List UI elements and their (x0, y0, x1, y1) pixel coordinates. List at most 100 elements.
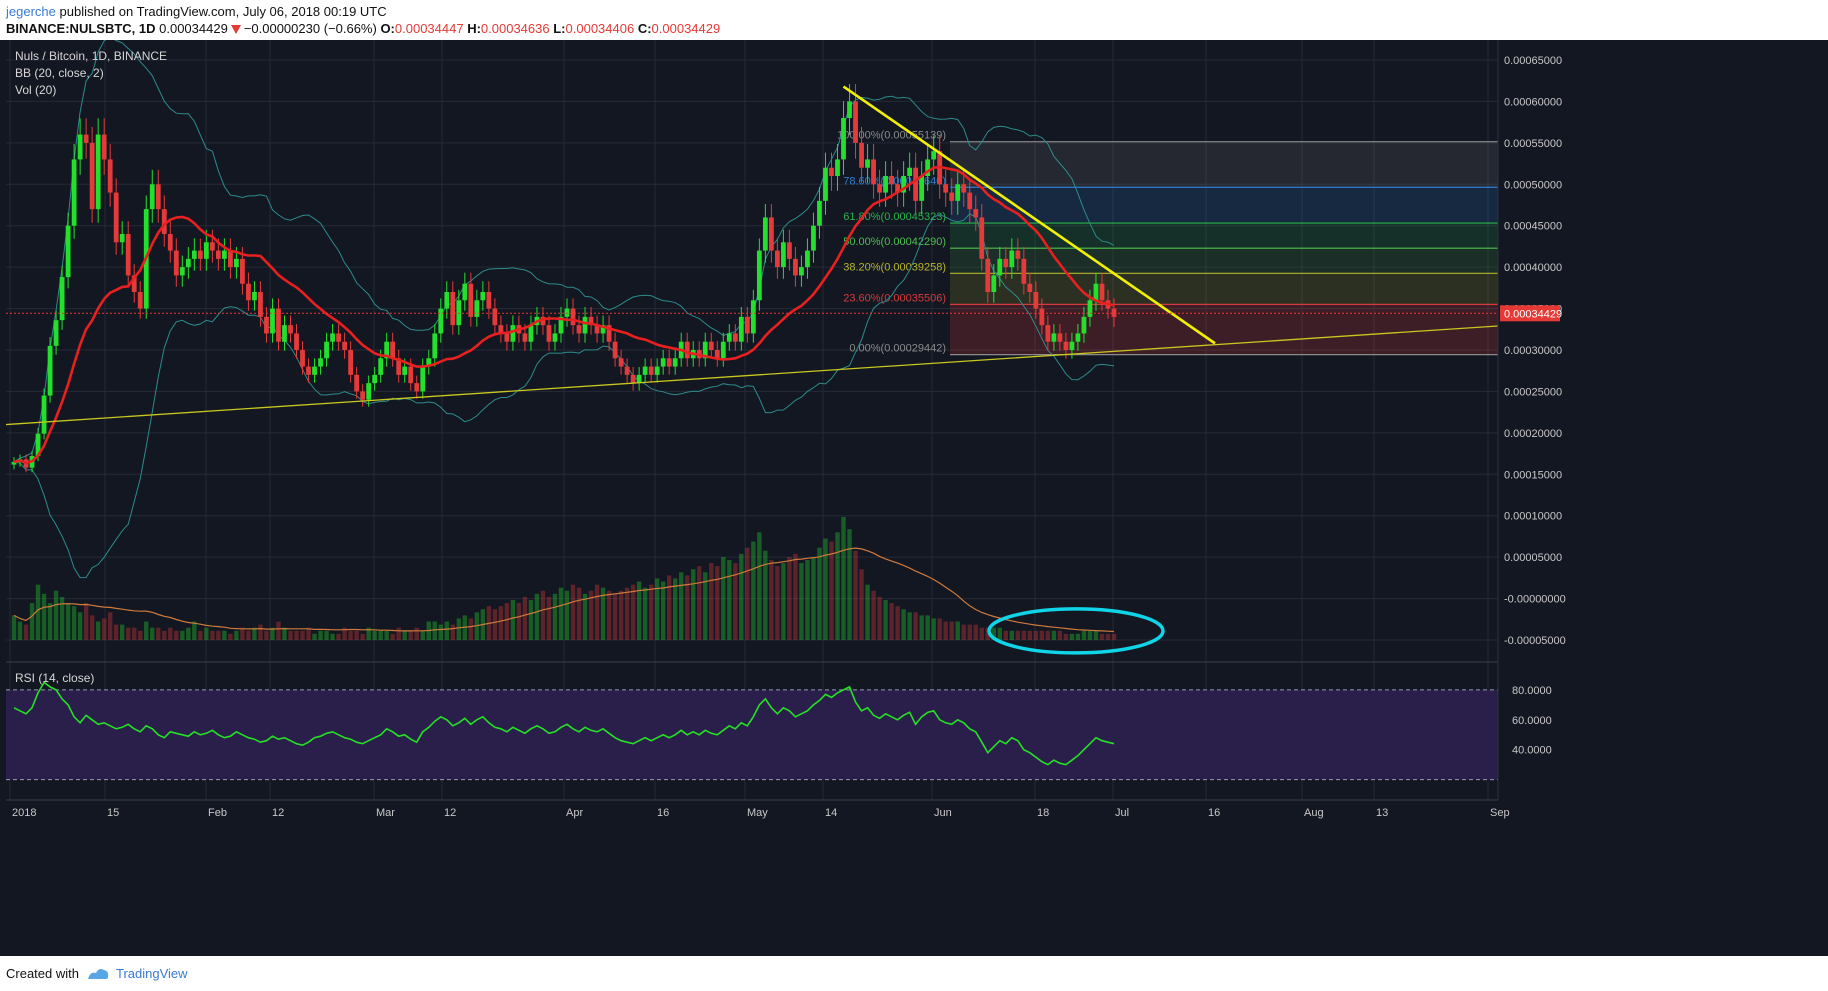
volume-bar (582, 593, 588, 640)
candle-body (125, 234, 131, 276)
candle-body (817, 200, 822, 226)
legend: Nuls / Bitcoin, 1D, BINANCE BB (20, clos… (15, 49, 167, 685)
header-bar: jegerche published on TradingView.com, J… (0, 0, 1828, 40)
volume-bar (89, 615, 95, 640)
volume-bar (907, 612, 912, 640)
volume-bar (703, 572, 708, 640)
candle-body (426, 358, 432, 367)
drawn-trendlines[interactable] (5, 85, 1499, 655)
close-value: 0.00034429 (651, 21, 721, 36)
candle-body (282, 325, 287, 342)
date-tick-label: Apr (566, 807, 583, 819)
volume-bar (973, 624, 978, 640)
volume-bar (318, 630, 323, 640)
volume-bar (673, 578, 678, 640)
date-tick-label: Jun (934, 807, 952, 819)
candle-body (630, 374, 636, 384)
fib-zone (950, 248, 1498, 274)
candles (11, 84, 1117, 473)
candle-body (618, 358, 624, 367)
volume-bar (414, 627, 419, 640)
volume-bar (991, 627, 996, 640)
volume-bar (402, 630, 407, 640)
candle-body (762, 217, 768, 251)
volume-bar (1105, 633, 1111, 640)
candle-body (306, 366, 311, 375)
volume-bar (540, 590, 546, 640)
date-tick-label: 12 (272, 807, 284, 819)
volume-bar (534, 593, 540, 640)
date-tick-label: Aug (1304, 807, 1324, 819)
volume-bar (1021, 630, 1027, 640)
candle-body (191, 250, 197, 259)
candle-body (384, 341, 390, 359)
fib-zone (950, 187, 1498, 224)
candle-body (847, 101, 852, 118)
candle-body (486, 292, 492, 309)
candle-body (77, 134, 83, 160)
volume-bar (1075, 633, 1081, 640)
fib-level-label: 0.00%(0.00029442) (849, 343, 946, 355)
candle-body (378, 358, 384, 375)
price-tick-label: 0.00005000 (1504, 552, 1562, 564)
volume-bar (1087, 630, 1093, 640)
candle-body (907, 167, 913, 176)
tradingview-link[interactable]: TradingView (116, 966, 188, 981)
volume-bar (997, 627, 1002, 640)
candle-body (991, 275, 997, 292)
candle-body (985, 258, 991, 292)
candle-body (546, 325, 552, 342)
date-tick-label: Sep (1490, 807, 1510, 819)
volume-bar (763, 550, 768, 640)
volume-bar (17, 621, 23, 640)
author-link[interactable]: jegerche (6, 4, 56, 19)
volume-bar (967, 624, 972, 640)
candle-body (654, 366, 660, 375)
last-price-tag (1500, 305, 1560, 322)
volume-bar (721, 556, 726, 640)
volume-bar (342, 627, 347, 640)
volume-bar (210, 630, 215, 640)
candle-body (1009, 250, 1015, 268)
volume-bar (871, 590, 876, 640)
candle-body (276, 308, 281, 342)
price-tick-label: 0.00025000 (1504, 386, 1562, 398)
volume-bar (745, 547, 750, 640)
volume-bar (288, 630, 293, 640)
legend-rsi: RSI (14, close) (15, 671, 94, 685)
volume-bar (510, 599, 516, 640)
volume-bar (35, 584, 41, 640)
price-chart[interactable]: 100.00%(0.00055139)78.60%(0.00049640)61.… (0, 40, 1828, 956)
volume-bar (77, 612, 83, 640)
candle-body (642, 366, 648, 375)
volume-bar (715, 566, 720, 640)
candle-body (348, 350, 354, 375)
volume-bar (83, 603, 89, 640)
candle-body (396, 358, 402, 375)
fib-retracement[interactable]: 100.00%(0.00055139)78.60%(0.00049640)61.… (837, 130, 1498, 356)
volume-bar (1033, 630, 1039, 640)
candle-body (336, 333, 341, 342)
candle-body (53, 320, 59, 346)
volume-bar (65, 603, 71, 640)
volume-bar (985, 627, 990, 640)
volume-bar (276, 621, 281, 640)
axes: 0.00065000 0.00060000 0.00055000 0.00050000… (6, 40, 1828, 956)
candle-body (865, 159, 870, 168)
volume-bar (228, 633, 233, 640)
volume-bar (107, 612, 113, 640)
volume-bar (450, 624, 455, 640)
candle-body (35, 433, 41, 457)
candle-body (179, 267, 185, 276)
candle-body (474, 300, 480, 317)
volume-bar (979, 627, 984, 640)
candle-body (1075, 333, 1081, 342)
volume-bar (733, 563, 738, 640)
candle-body (221, 250, 227, 259)
volume-bar (811, 556, 816, 640)
volume-bar (666, 575, 672, 640)
bb-upper-band (13, 40, 1115, 463)
volume-bar (156, 627, 161, 640)
volume-bar (264, 630, 269, 640)
candle-body (744, 316, 750, 334)
